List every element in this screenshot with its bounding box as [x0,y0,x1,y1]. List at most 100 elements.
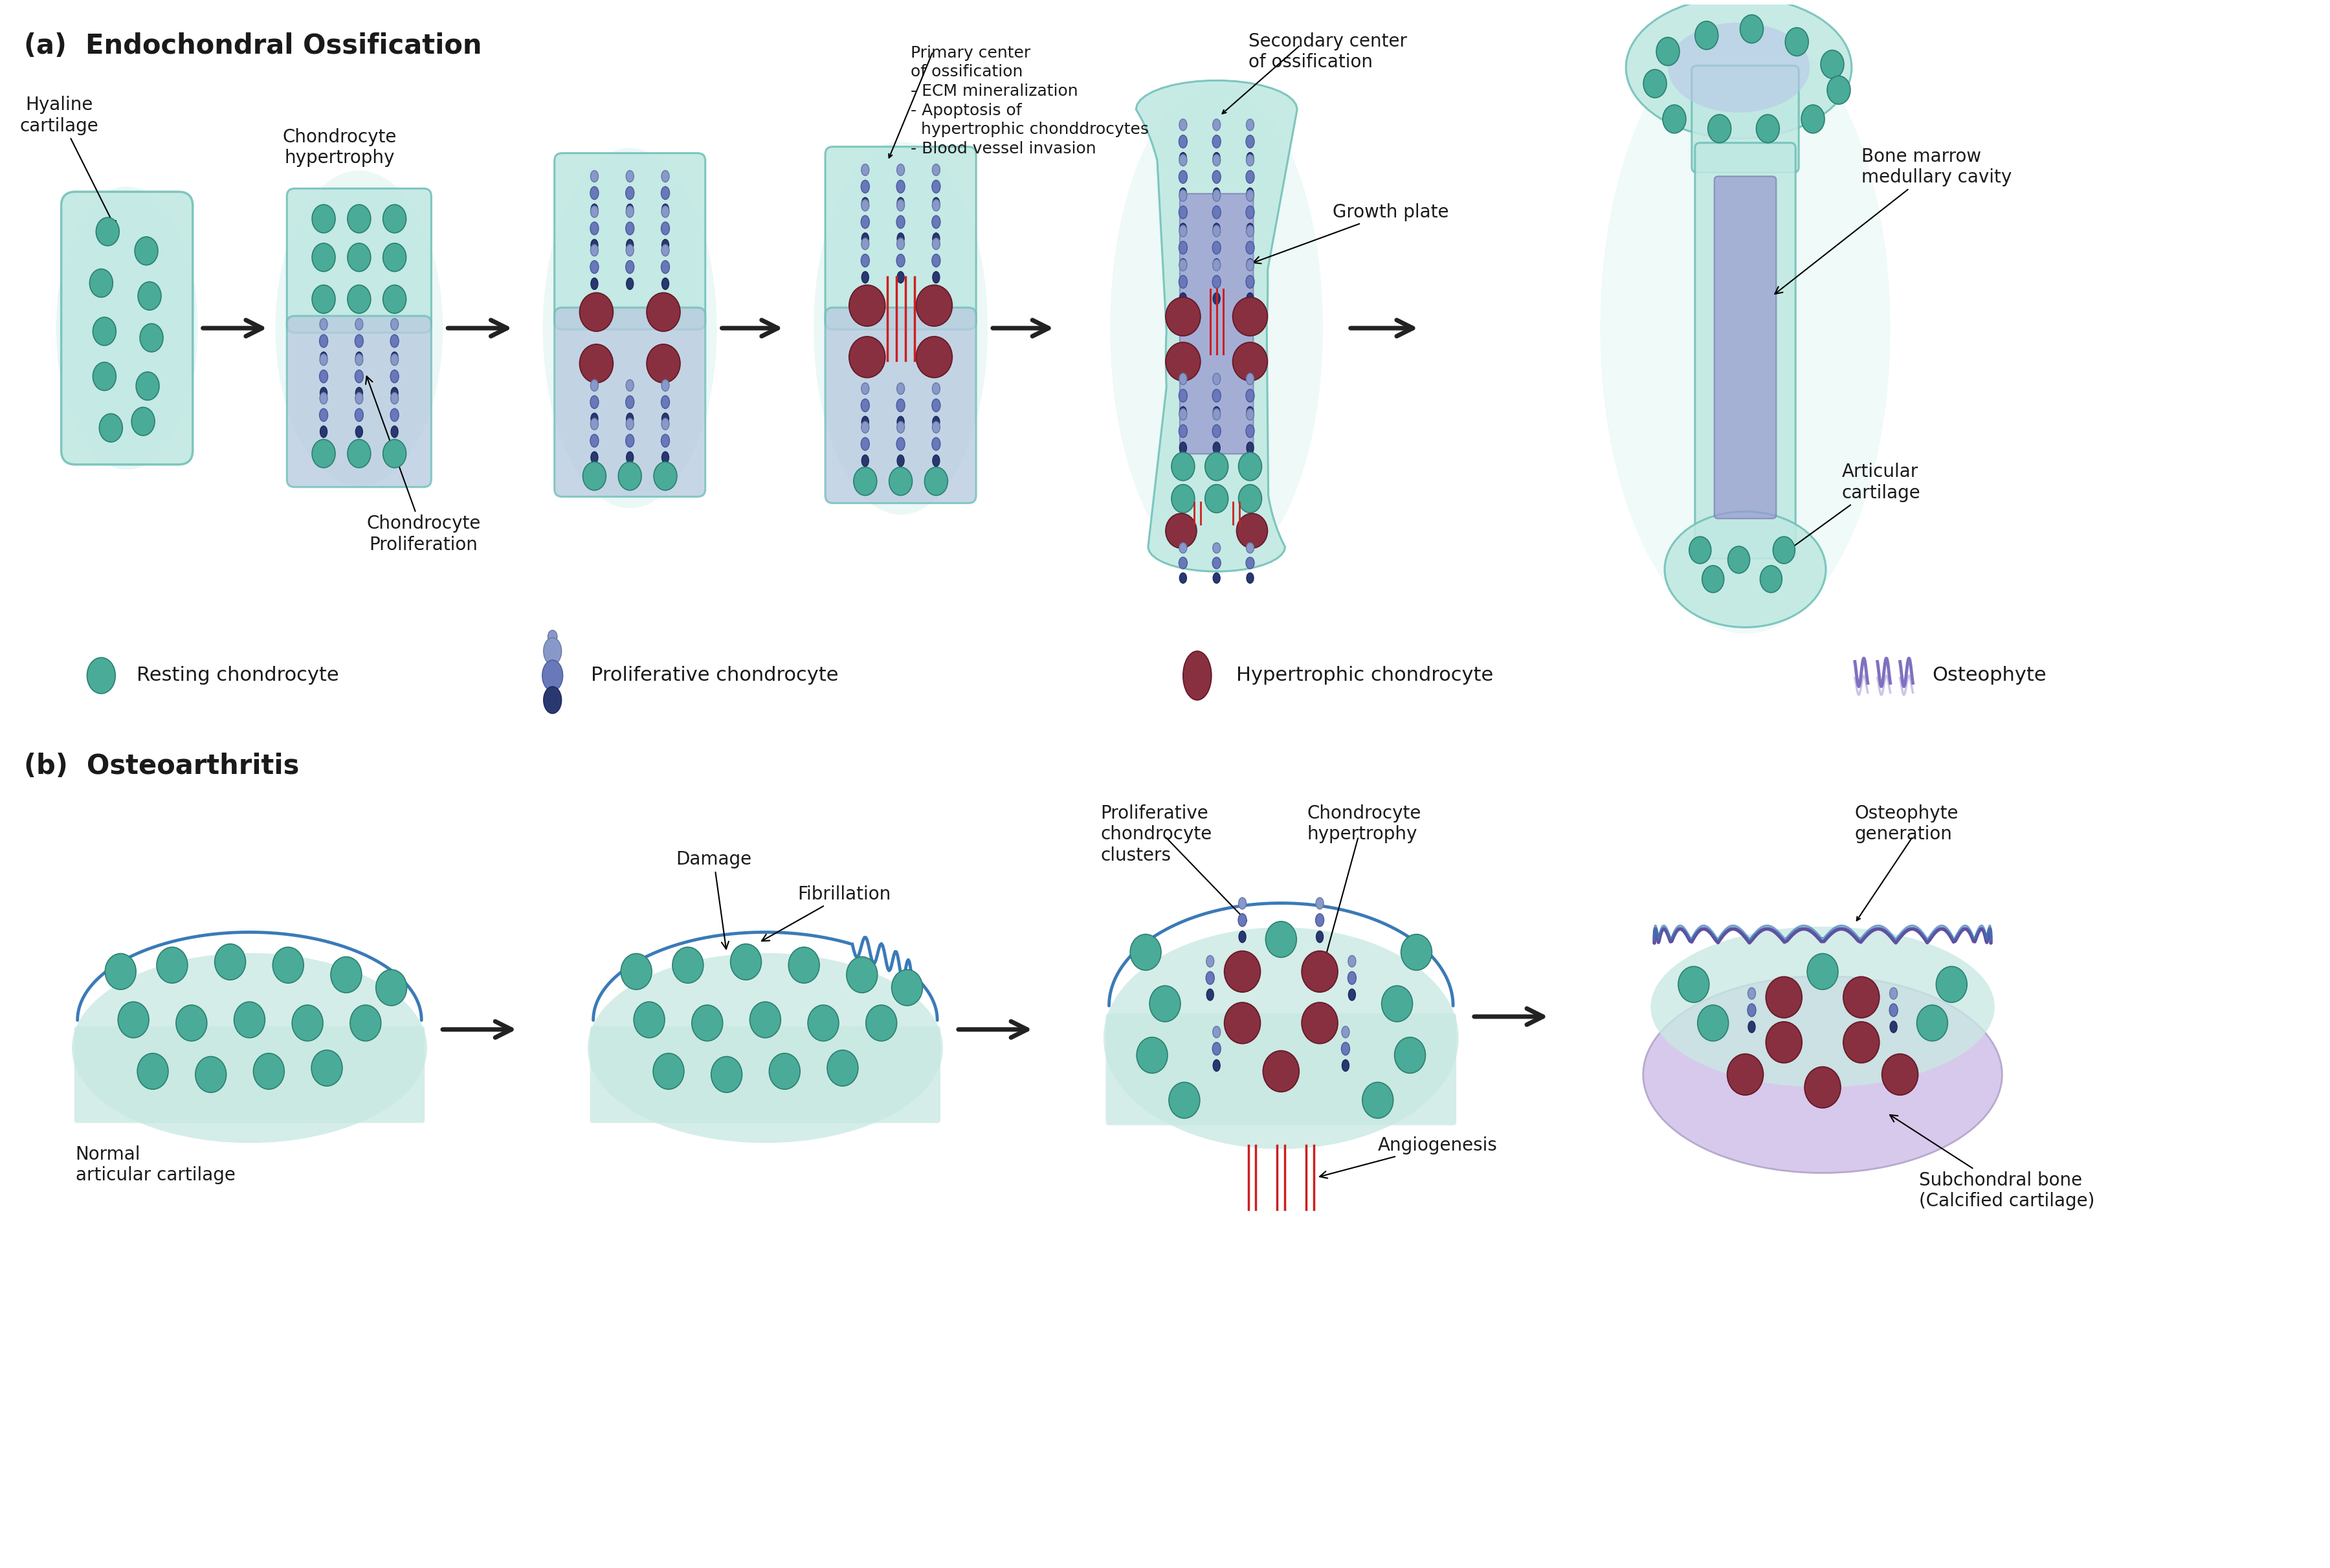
Ellipse shape [1214,1060,1221,1071]
Ellipse shape [1179,259,1186,270]
Ellipse shape [543,638,562,665]
Ellipse shape [354,409,363,422]
Ellipse shape [897,180,904,193]
Ellipse shape [1172,485,1195,513]
Ellipse shape [711,1057,741,1093]
Text: Chondrocyte
hypertrophy: Chondrocyte hypertrophy [282,129,396,168]
Ellipse shape [897,416,904,428]
Ellipse shape [543,147,718,508]
Ellipse shape [932,238,939,249]
Text: Articular
cartilage: Articular cartilage [1787,463,1920,552]
FancyBboxPatch shape [61,191,193,464]
Ellipse shape [1212,226,1221,237]
Ellipse shape [1820,50,1843,78]
Ellipse shape [580,293,613,331]
Ellipse shape [652,1054,685,1090]
Ellipse shape [1214,152,1221,165]
Ellipse shape [1214,406,1221,419]
Ellipse shape [548,648,557,662]
Ellipse shape [1302,1002,1337,1044]
Ellipse shape [1701,566,1724,593]
Ellipse shape [1179,442,1186,453]
Text: Normal
articular cartilage: Normal articular cartilage [75,1145,235,1184]
Ellipse shape [1890,988,1897,999]
Ellipse shape [897,254,904,267]
Ellipse shape [1729,546,1750,574]
Ellipse shape [1247,205,1254,220]
Ellipse shape [617,463,641,491]
Ellipse shape [846,956,878,993]
Ellipse shape [1316,897,1323,909]
Ellipse shape [662,379,669,390]
Text: Hypertrophic chondrocyte: Hypertrophic chondrocyte [1235,666,1494,685]
Ellipse shape [1205,485,1228,513]
Ellipse shape [1316,931,1323,942]
Ellipse shape [1247,276,1254,289]
Ellipse shape [1237,914,1247,927]
Ellipse shape [1748,1021,1754,1033]
Ellipse shape [634,1002,664,1038]
Text: Growth plate: Growth plate [1254,204,1449,263]
Ellipse shape [627,204,634,215]
Ellipse shape [1247,259,1254,270]
Ellipse shape [589,187,599,199]
Ellipse shape [1149,986,1181,1022]
Ellipse shape [1179,152,1186,165]
Ellipse shape [93,362,116,390]
Ellipse shape [1214,259,1221,270]
Ellipse shape [627,240,634,251]
Ellipse shape [587,953,944,1143]
Ellipse shape [1342,1043,1349,1055]
Ellipse shape [1207,989,1214,1000]
Ellipse shape [356,351,363,364]
Ellipse shape [627,187,634,199]
Ellipse shape [1678,966,1710,1002]
Ellipse shape [1165,342,1200,381]
Ellipse shape [391,354,398,365]
Ellipse shape [932,416,939,428]
Ellipse shape [1237,513,1268,549]
Ellipse shape [932,383,939,395]
Text: Proliferative chondrocyte: Proliferative chondrocyte [592,666,839,685]
Ellipse shape [862,165,869,176]
Text: Fibrillation: Fibrillation [762,886,890,941]
Ellipse shape [932,254,941,267]
Ellipse shape [312,243,336,271]
Ellipse shape [1827,75,1850,103]
Ellipse shape [589,260,599,273]
Ellipse shape [1240,897,1247,909]
Ellipse shape [119,1002,149,1038]
Ellipse shape [1179,543,1186,554]
Ellipse shape [1165,298,1200,336]
Ellipse shape [1184,651,1212,699]
Ellipse shape [382,285,405,314]
Ellipse shape [1664,511,1827,627]
Ellipse shape [862,215,869,229]
Ellipse shape [291,1005,324,1041]
Ellipse shape [662,204,669,215]
Ellipse shape [1179,406,1186,419]
Ellipse shape [1179,171,1188,183]
Ellipse shape [1212,119,1221,130]
Ellipse shape [1342,1025,1349,1038]
Ellipse shape [582,463,606,491]
Ellipse shape [627,434,634,447]
Ellipse shape [1214,188,1221,199]
Ellipse shape [932,199,939,212]
Ellipse shape [1650,927,1994,1087]
Ellipse shape [897,234,904,245]
Ellipse shape [589,171,599,182]
Text: Primary center
of ossification
- ECM mineralization
- Apoptosis of
  hypertrophi: Primary center of ossification - ECM min… [911,45,1149,157]
Ellipse shape [932,234,939,245]
Ellipse shape [375,969,408,1005]
Text: Resting chondrocyte: Resting chondrocyte [137,666,338,685]
Ellipse shape [627,223,634,235]
Ellipse shape [1212,389,1221,401]
Ellipse shape [1247,241,1254,254]
Ellipse shape [1179,190,1186,201]
Ellipse shape [1247,543,1254,554]
Ellipse shape [105,953,135,989]
Ellipse shape [862,254,869,267]
Ellipse shape [1883,1054,1918,1094]
Ellipse shape [275,171,443,486]
